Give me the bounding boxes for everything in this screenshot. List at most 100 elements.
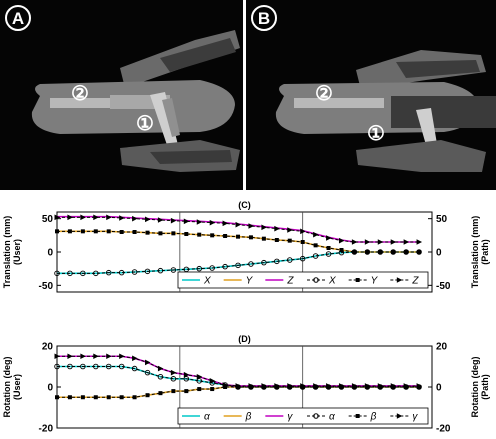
data-point-square: [339, 248, 344, 252]
y-tick-label-right: -20: [436, 424, 451, 435]
data-point-square: [236, 234, 241, 239]
data-point-circle: [235, 262, 241, 269]
data-point-triangle: [54, 353, 60, 360]
data-point-circle: [325, 251, 332, 257]
y-tick-label-right: 0: [436, 383, 442, 394]
data-point-circle: [144, 268, 151, 275]
panel-b-label: B: [258, 9, 270, 28]
data-point-circle: [105, 269, 112, 276]
data-point-square: [210, 233, 215, 238]
data-point-triangle: [54, 214, 60, 221]
y-tick-label-left: -50: [39, 281, 54, 292]
data-point-triangle: [196, 219, 203, 225]
data-point-square: [106, 229, 111, 234]
panel-b-marker-2: ②: [315, 83, 333, 105]
data-point-triangle: [80, 214, 86, 221]
y-axis-label-right: (Path): [480, 239, 490, 265]
y-axis-label-left: Rotation (deg): [2, 357, 12, 418]
data-point-triangle: [67, 214, 73, 221]
data-point-circle: [312, 253, 319, 259]
series-path-3: [57, 366, 420, 388]
data-point-circle: [261, 259, 267, 266]
data-point-square: [106, 395, 111, 400]
data-point-triangle: [313, 383, 319, 389]
data-point-square: [365, 250, 370, 254]
y-axis-label-right: (Path): [480, 374, 490, 400]
panel-a-marker-2: ②: [71, 83, 89, 105]
data-point-circle: [118, 269, 125, 276]
series-user-2: [57, 355, 420, 387]
y-tick-label-left: 0: [47, 383, 53, 394]
data-point-square: [261, 236, 266, 241]
data-point-triangle: [274, 383, 280, 389]
data-point-circle: [80, 363, 86, 370]
data-point-triangle: [170, 369, 177, 376]
data-point-triangle: [287, 227, 293, 233]
data-point-triangle: [106, 353, 112, 360]
data-point-triangle: [106, 214, 112, 221]
data-point-circle: [105, 363, 112, 370]
data-point-triangle: [145, 359, 151, 366]
data-point-triangle: [157, 365, 164, 372]
y-tick-label-left: 50: [42, 214, 54, 225]
data-point-circle: [131, 365, 138, 372]
data-point-circle: [287, 257, 293, 263]
data-point-triangle: [209, 219, 216, 226]
legend-marker: [355, 278, 360, 282]
data-point-triangle: [132, 215, 138, 222]
series-user-0: [57, 365, 420, 388]
data-point-triangle: [93, 353, 99, 360]
data-point-circle: [183, 376, 190, 382]
data-point-square: [417, 250, 422, 254]
data-point-circle: [170, 376, 177, 382]
data-point-square: [287, 238, 292, 243]
data-point-circle: [196, 265, 202, 272]
data-point-square: [80, 395, 85, 400]
legend-label: Z: [286, 276, 294, 287]
y-axis-label-left: Translation (mm): [2, 216, 12, 289]
data-point-square: [313, 243, 318, 248]
data-point-triangle: [351, 383, 358, 389]
data-point-square: [326, 246, 331, 250]
data-point-circle: [196, 378, 202, 384]
legend-label: X: [328, 276, 336, 287]
data-point-triangle: [222, 382, 229, 388]
y-tick-label-right: 20: [436, 342, 448, 353]
y-tick-label-left: -20: [39, 424, 54, 435]
legend-label: Y: [246, 276, 254, 287]
legend-label: β: [245, 412, 252, 423]
data-point-square: [55, 395, 59, 400]
data-point-triangle: [390, 239, 397, 245]
data-point-triangle: [274, 225, 280, 232]
data-point-triangle: [326, 235, 332, 241]
legend-label: Y: [371, 276, 379, 287]
data-point-square: [93, 395, 98, 400]
data-point-triangle: [80, 353, 86, 360]
data-point-square: [404, 250, 409, 254]
data-point-circle: [54, 270, 60, 277]
data-point-triangle: [300, 383, 306, 389]
data-point-triangle: [313, 231, 319, 238]
panel-a-marker-1: ①: [136, 113, 154, 135]
y-axis-label-right: Rotation (deg): [470, 357, 480, 418]
data-point-square: [80, 229, 85, 234]
data-point-circle: [274, 258, 280, 265]
data-point-square: [132, 230, 137, 234]
legend-marker: [396, 413, 403, 419]
data-point-triangle: [235, 383, 242, 389]
data-point-square: [55, 229, 59, 234]
data-point-square: [223, 234, 228, 238]
data-point-square: [67, 229, 72, 234]
data-point-triangle: [390, 383, 397, 389]
y-axis-label-left: (User): [12, 374, 22, 400]
data-point-triangle: [157, 217, 164, 223]
data-point-square: [378, 250, 383, 254]
data-point-circle: [170, 267, 177, 273]
panel-a-label: A: [12, 9, 24, 28]
data-point-circle: [144, 369, 151, 376]
data-point-triangle: [183, 218, 190, 225]
data-point-circle: [93, 363, 99, 370]
data-point-square: [223, 385, 228, 389]
